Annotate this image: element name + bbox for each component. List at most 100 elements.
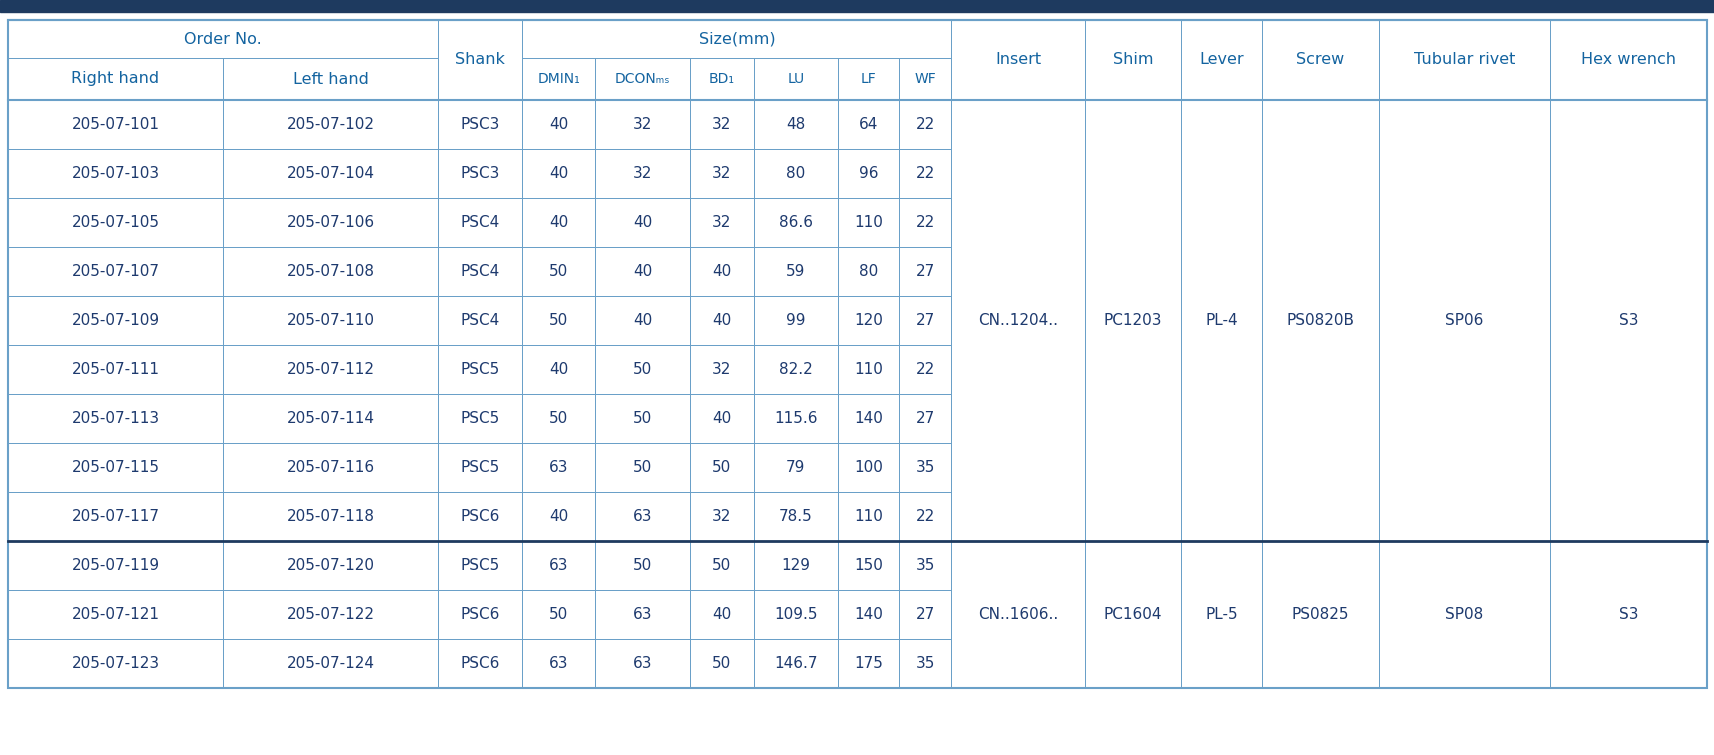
Bar — [752, 590, 838, 639]
Text: Screw: Screw — [1296, 53, 1344, 67]
Text: 205-07-104: 205-07-104 — [286, 166, 374, 181]
Text: 205-07-113: 205-07-113 — [72, 411, 159, 426]
Text: 50: 50 — [548, 264, 567, 279]
Text: 63: 63 — [548, 558, 569, 573]
Text: 205-07-110: 205-07-110 — [286, 313, 374, 328]
Bar — [838, 198, 898, 247]
Bar — [752, 58, 838, 100]
Text: PSC5: PSC5 — [461, 558, 500, 573]
Bar — [595, 149, 689, 198]
Text: 40: 40 — [711, 264, 730, 279]
Text: PSC6: PSC6 — [461, 607, 500, 622]
Text: PSC4: PSC4 — [461, 264, 500, 279]
Text: 40: 40 — [711, 607, 730, 622]
Text: 22: 22 — [915, 362, 934, 377]
Bar — [439, 443, 523, 492]
Bar — [752, 198, 838, 247]
Text: 40: 40 — [548, 215, 567, 230]
Text: 146.7: 146.7 — [773, 656, 818, 671]
Text: 63: 63 — [548, 460, 569, 475]
Bar — [838, 345, 898, 394]
Text: Shim: Shim — [1112, 53, 1152, 67]
Bar — [1549, 20, 1705, 100]
Bar — [1181, 541, 1262, 688]
Text: 63: 63 — [548, 656, 569, 671]
Bar — [898, 541, 951, 590]
Bar — [1262, 20, 1378, 100]
Text: PSC6: PSC6 — [461, 656, 500, 671]
Text: 40: 40 — [548, 117, 567, 132]
Bar — [595, 394, 689, 443]
Bar — [1181, 100, 1262, 541]
Bar — [223, 198, 439, 247]
Bar — [752, 443, 838, 492]
Bar — [898, 247, 951, 296]
Bar — [223, 296, 439, 345]
Text: Tubular rivet: Tubular rivet — [1412, 53, 1513, 67]
Bar — [689, 100, 752, 149]
Text: 63: 63 — [632, 656, 651, 671]
Bar — [9, 20, 1705, 688]
Text: S3: S3 — [1618, 607, 1637, 622]
Bar — [523, 394, 595, 443]
Bar — [595, 198, 689, 247]
Text: 32: 32 — [711, 362, 730, 377]
Text: 40: 40 — [711, 313, 730, 328]
Bar — [1085, 100, 1181, 541]
Bar — [1378, 20, 1549, 100]
Bar — [595, 492, 689, 541]
Bar — [689, 541, 752, 590]
Bar — [752, 345, 838, 394]
Bar — [439, 492, 523, 541]
Bar — [898, 345, 951, 394]
Text: 78.5: 78.5 — [778, 509, 812, 524]
Bar — [223, 443, 439, 492]
Bar — [9, 345, 223, 394]
Bar — [689, 345, 752, 394]
Bar — [838, 394, 898, 443]
Bar — [898, 100, 951, 149]
Bar — [752, 541, 838, 590]
Text: 63: 63 — [632, 607, 651, 622]
Text: S3: S3 — [1618, 313, 1637, 328]
Text: Hex wrench: Hex wrench — [1580, 53, 1675, 67]
Text: PSC3: PSC3 — [461, 166, 500, 181]
Bar — [439, 20, 523, 100]
Bar — [689, 58, 752, 100]
Text: 50: 50 — [632, 460, 651, 475]
Text: 205-07-111: 205-07-111 — [72, 362, 159, 377]
Text: PL-5: PL-5 — [1205, 607, 1238, 622]
Text: 150: 150 — [854, 558, 883, 573]
Bar — [1085, 20, 1181, 100]
Bar — [838, 149, 898, 198]
Bar — [523, 198, 595, 247]
Text: 40: 40 — [632, 313, 651, 328]
Bar — [689, 149, 752, 198]
Bar — [439, 296, 523, 345]
Text: CN..1606..: CN..1606.. — [977, 607, 1058, 622]
Text: 27: 27 — [915, 264, 934, 279]
Text: 50: 50 — [711, 558, 730, 573]
Bar — [595, 541, 689, 590]
Text: Left hand: Left hand — [293, 72, 369, 87]
Text: DCONₘₛ: DCONₘₛ — [614, 72, 670, 86]
Bar — [9, 639, 223, 688]
Bar — [838, 247, 898, 296]
Bar — [9, 20, 1705, 688]
Bar — [523, 345, 595, 394]
Text: 205-07-105: 205-07-105 — [72, 215, 159, 230]
Text: 40: 40 — [711, 411, 730, 426]
Text: PS0825: PS0825 — [1291, 607, 1349, 622]
Bar — [9, 296, 223, 345]
Bar — [595, 639, 689, 688]
Text: 205-07-121: 205-07-121 — [72, 607, 159, 622]
Text: 205-07-117: 205-07-117 — [72, 509, 159, 524]
Text: 40: 40 — [632, 264, 651, 279]
Text: PSC3: PSC3 — [461, 117, 500, 132]
Text: Right hand: Right hand — [72, 72, 159, 87]
Text: 205-07-115: 205-07-115 — [72, 460, 159, 475]
Bar — [523, 541, 595, 590]
Bar — [223, 100, 439, 149]
Bar — [1085, 541, 1181, 688]
Text: 22: 22 — [915, 166, 934, 181]
